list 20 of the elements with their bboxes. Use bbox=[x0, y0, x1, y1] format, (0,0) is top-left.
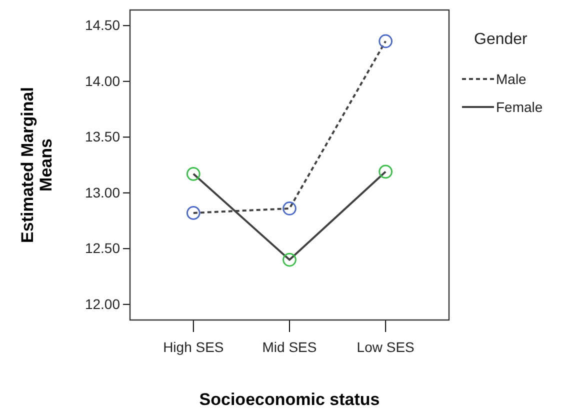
legend-label: Female bbox=[496, 99, 543, 115]
legend-label: Male bbox=[496, 71, 527, 87]
point bbox=[186, 167, 200, 181]
x-tick-label: High SES bbox=[163, 338, 224, 355]
y-tick-label: 14.00 bbox=[84, 72, 120, 89]
y-tick-label: 12.00 bbox=[84, 296, 120, 312]
point bbox=[186, 206, 200, 220]
point bbox=[282, 202, 296, 216]
y-tick-label: 12.50 bbox=[84, 240, 120, 256]
point bbox=[282, 252, 296, 267]
x-tick-label: Mid SES bbox=[262, 338, 317, 355]
y-tick-label: 13.50 bbox=[84, 128, 120, 145]
y-tick-label: 14.50 bbox=[84, 17, 120, 34]
point bbox=[378, 34, 393, 48]
legend-title: Gender bbox=[474, 31, 528, 48]
y-axis-title: Estimated Marginal Means bbox=[18, 87, 56, 243]
x-axis-title: Socioeconomic status bbox=[199, 390, 380, 409]
point bbox=[378, 164, 393, 179]
x-tick-label: Low SES bbox=[356, 338, 414, 355]
y-tick-label: 13.00 bbox=[84, 184, 120, 200]
